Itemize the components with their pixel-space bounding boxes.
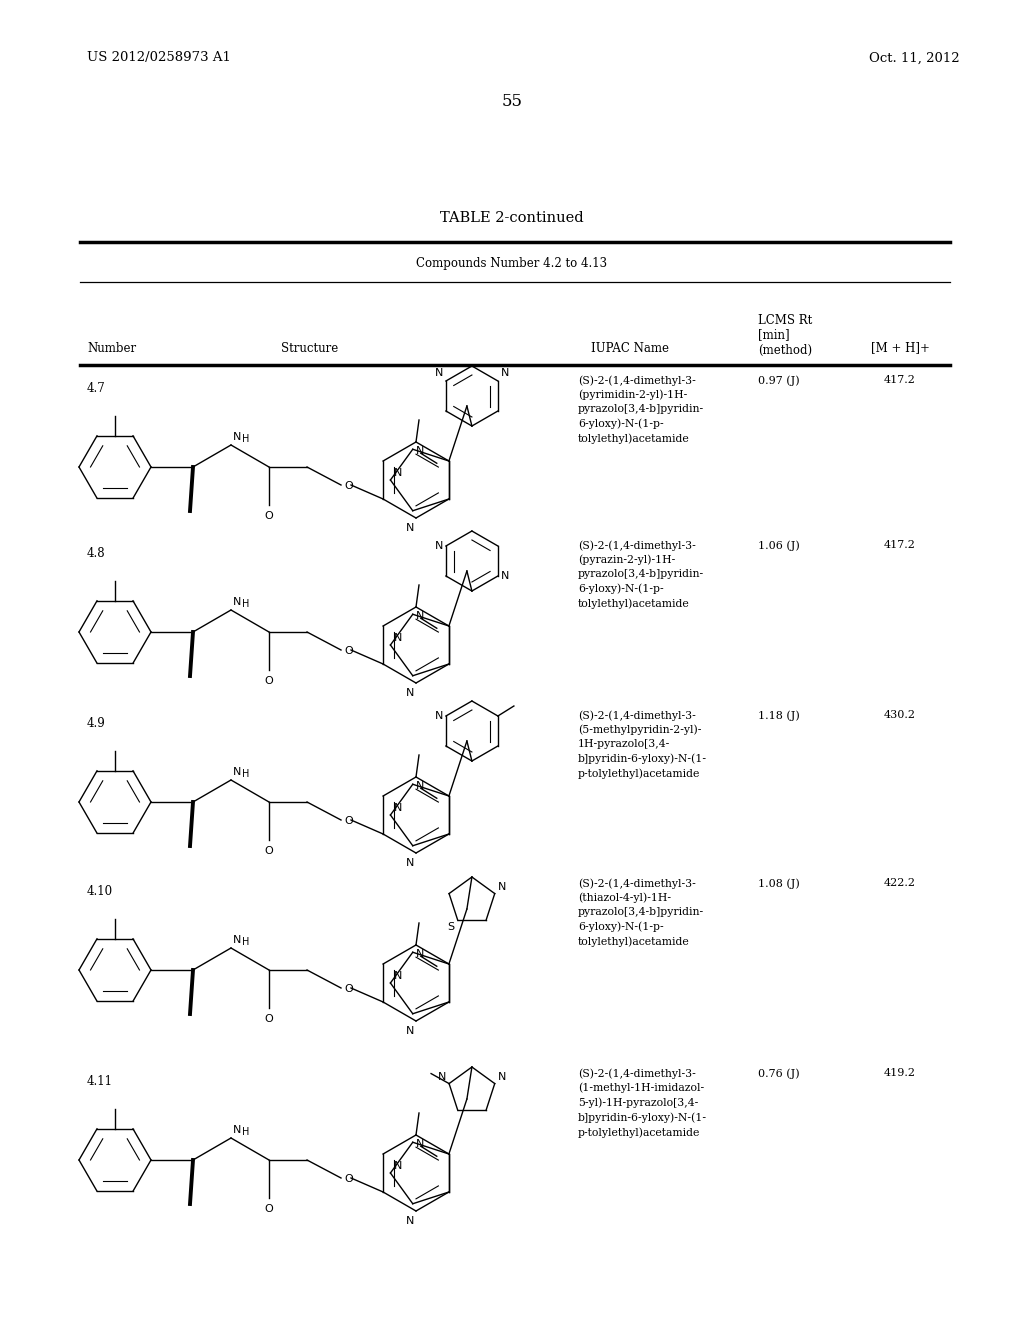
Text: 1.06 (J): 1.06 (J) bbox=[758, 540, 800, 550]
Text: N: N bbox=[434, 711, 443, 721]
Text: O: O bbox=[264, 846, 273, 855]
Text: H: H bbox=[242, 770, 250, 779]
Text: O: O bbox=[344, 816, 352, 826]
Text: (S)-2-(1,4-dimethyl-3-
(thiazol-4-yl)-1H-
pyrazolo[3,4-b]pyridin-
6-yloxy)-N-(1-: (S)-2-(1,4-dimethyl-3- (thiazol-4-yl)-1H… bbox=[578, 878, 705, 946]
Text: 417.2: 417.2 bbox=[884, 540, 915, 550]
Text: (S)-2-(1,4-dimethyl-3-
(5-methylpyridin-2-yl)-
1H-pyrazolo[3,4-
b]pyridin-6-ylox: (S)-2-(1,4-dimethyl-3- (5-methylpyridin-… bbox=[578, 710, 707, 779]
Text: 1.08 (J): 1.08 (J) bbox=[758, 878, 800, 888]
Text: O: O bbox=[264, 1014, 273, 1024]
Text: N: N bbox=[233, 935, 242, 945]
Text: TABLE 2-continued: TABLE 2-continued bbox=[440, 211, 584, 224]
Text: N: N bbox=[416, 781, 424, 791]
Text: O: O bbox=[264, 511, 273, 521]
Text: (S)-2-(1,4-dimethyl-3-
(pyrazin-2-yl)-1H-
pyrazolo[3,4-b]pyridin-
6-yloxy)-N-(1-: (S)-2-(1,4-dimethyl-3- (pyrazin-2-yl)-1H… bbox=[578, 540, 705, 609]
Text: O: O bbox=[344, 480, 352, 491]
Text: O: O bbox=[344, 983, 352, 994]
Text: 0.97 (J): 0.97 (J) bbox=[758, 375, 800, 385]
Text: N: N bbox=[437, 1072, 446, 1081]
Text: Number: Number bbox=[87, 342, 136, 355]
Text: Structure: Structure bbox=[282, 342, 339, 355]
Text: O: O bbox=[264, 676, 273, 686]
Text: N: N bbox=[406, 688, 414, 698]
Text: S: S bbox=[447, 923, 455, 932]
Text: N: N bbox=[501, 368, 509, 378]
Text: O: O bbox=[344, 645, 352, 656]
Text: N: N bbox=[406, 858, 414, 869]
Text: N: N bbox=[393, 634, 401, 643]
Text: N: N bbox=[498, 882, 506, 891]
Text: N: N bbox=[416, 1139, 424, 1150]
Text: O: O bbox=[344, 1173, 352, 1184]
Text: 55: 55 bbox=[502, 94, 522, 111]
Text: 4.8: 4.8 bbox=[87, 546, 105, 560]
Text: N: N bbox=[501, 572, 509, 581]
Text: IUPAC Name: IUPAC Name bbox=[591, 342, 669, 355]
Text: H: H bbox=[242, 937, 250, 946]
Text: 4.11: 4.11 bbox=[87, 1074, 113, 1088]
Text: N: N bbox=[393, 972, 401, 981]
Text: (method): (method) bbox=[758, 343, 812, 356]
Text: N: N bbox=[393, 803, 401, 813]
Text: N: N bbox=[416, 611, 424, 622]
Text: N: N bbox=[233, 597, 242, 607]
Text: 430.2: 430.2 bbox=[884, 710, 916, 719]
Text: N: N bbox=[498, 1072, 506, 1081]
Text: N: N bbox=[406, 1216, 414, 1226]
Text: (S)-2-(1,4-dimethyl-3-
(pyrimidin-2-yl)-1H-
pyrazolo[3,4-b]pyridin-
6-yloxy)-N-(: (S)-2-(1,4-dimethyl-3- (pyrimidin-2-yl)-… bbox=[578, 375, 705, 444]
Text: 0.76 (J): 0.76 (J) bbox=[758, 1068, 800, 1078]
Text: LCMS Rt: LCMS Rt bbox=[758, 314, 812, 326]
Text: N: N bbox=[416, 446, 424, 457]
Text: H: H bbox=[242, 1127, 250, 1137]
Text: N: N bbox=[233, 767, 242, 777]
Text: Oct. 11, 2012: Oct. 11, 2012 bbox=[869, 51, 961, 65]
Text: O: O bbox=[264, 1204, 273, 1214]
Text: 4.7: 4.7 bbox=[87, 381, 105, 395]
Text: (S)-2-(1,4-dimethyl-3-
(1-methyl-1H-imidazol-
5-yl)-1H-pyrazolo[3,4-
b]pyridin-6: (S)-2-(1,4-dimethyl-3- (1-methyl-1H-imid… bbox=[578, 1068, 707, 1138]
Text: N: N bbox=[434, 541, 443, 550]
Text: N: N bbox=[416, 949, 424, 960]
Text: N: N bbox=[393, 469, 401, 478]
Text: [M + H]+: [M + H]+ bbox=[870, 342, 930, 355]
Text: N: N bbox=[434, 368, 443, 378]
Text: N: N bbox=[393, 1162, 401, 1171]
Text: 4.10: 4.10 bbox=[87, 884, 113, 898]
Text: H: H bbox=[242, 434, 250, 444]
Text: 419.2: 419.2 bbox=[884, 1068, 916, 1078]
Text: 417.2: 417.2 bbox=[884, 375, 915, 385]
Text: [min]: [min] bbox=[758, 329, 790, 342]
Text: US 2012/0258973 A1: US 2012/0258973 A1 bbox=[87, 51, 230, 65]
Text: 422.2: 422.2 bbox=[884, 878, 916, 888]
Text: N: N bbox=[233, 1125, 242, 1135]
Text: N: N bbox=[406, 1026, 414, 1036]
Text: 1.18 (J): 1.18 (J) bbox=[758, 710, 800, 721]
Text: 4.9: 4.9 bbox=[87, 717, 105, 730]
Text: Compounds Number 4.2 to 4.13: Compounds Number 4.2 to 4.13 bbox=[417, 256, 607, 269]
Text: N: N bbox=[233, 432, 242, 442]
Text: N: N bbox=[406, 523, 414, 533]
Text: H: H bbox=[242, 599, 250, 609]
